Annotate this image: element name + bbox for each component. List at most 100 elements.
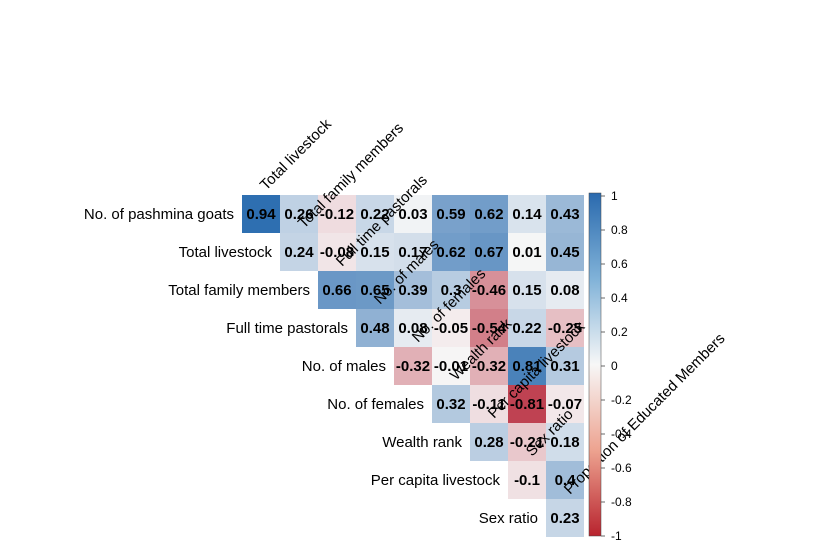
- column-label: Proportion of Educated Members: [561, 330, 729, 498]
- heatmap-cell: [432, 271, 470, 309]
- heatmap-cell: [470, 423, 508, 461]
- colorbar-tick-label: 0.4: [611, 291, 628, 305]
- heatmap-cell: [394, 233, 432, 271]
- cell-value-label: -0.21: [510, 434, 544, 451]
- colorbar-tick-label: -0.8: [611, 495, 632, 509]
- colorbar-tick-label: 1: [611, 189, 618, 203]
- row-label: No. of males: [302, 358, 386, 375]
- heatmap-cell: [394, 347, 432, 385]
- colorbar-tick-label: -0.4: [611, 427, 632, 441]
- heatmap-cell: [470, 347, 508, 385]
- heatmap-cell: [470, 233, 508, 271]
- cell-value-label: -0.05: [434, 320, 468, 337]
- cell-value-label: 0.66: [322, 282, 351, 299]
- heatmap-cell: [242, 195, 280, 233]
- row-label: Full time pastorals: [226, 320, 348, 337]
- heatmap-cell: [394, 195, 432, 233]
- cell-value-label: 0.24: [284, 244, 314, 261]
- cell-value-label: -0.08: [320, 244, 354, 261]
- heatmap-cell: [432, 195, 470, 233]
- heatmap-cell: [546, 309, 584, 347]
- cell-value-label: 0.32: [436, 396, 465, 413]
- cell-value-label: 0.28: [474, 434, 503, 451]
- cell-value-label: 0.17: [398, 244, 427, 261]
- cell-value-label: 0.65: [360, 282, 389, 299]
- cell-value-label: -0.32: [472, 358, 506, 375]
- heatmap-cell: [280, 233, 318, 271]
- cell-value-label: 0.67: [474, 244, 503, 261]
- heatmap-cell: [356, 271, 394, 309]
- cell-value-label: 0.08: [398, 320, 427, 337]
- heatmap-cell: [432, 309, 470, 347]
- colorbar: 1 0.8 0.6 0.4 0.2 0 -0.2 -0.4 -0.6 -0.8 -1: [588, 189, 632, 543]
- cell-value-label: 0.3: [441, 282, 462, 299]
- heatmap-cell: [508, 309, 546, 347]
- row-label: Total livestock: [179, 244, 273, 261]
- colorbar-tick-label: 0.2: [611, 325, 628, 339]
- cell-value-label: 0.15: [360, 244, 389, 261]
- cell-value-label: 0.39: [398, 282, 427, 299]
- heatmap-cell: [508, 233, 546, 271]
- heatmap-cell: [318, 271, 356, 309]
- heatmap-cell: [432, 385, 470, 423]
- colorbar-tick-label: -0.6: [611, 461, 632, 475]
- heatmap-cell: [546, 423, 584, 461]
- cell-value-label: 0.15: [512, 282, 541, 299]
- row-label: No. of females: [327, 396, 424, 413]
- heatmap-cells: 0.94 0.26 -0.12 0.22 0.03 0.59 0.62 0.14 0.43 0.2…: [242, 195, 584, 537]
- cell-value-label: 0.08: [550, 282, 579, 299]
- cell-value-label: -0.07: [548, 396, 582, 413]
- colorbar-tick-label: 0.8: [611, 223, 628, 237]
- cell-value-label: 0.23: [550, 510, 579, 527]
- colorbar-tick-label: -0.2: [611, 393, 632, 407]
- cell-value-label: 0.59: [436, 206, 465, 223]
- heatmap-cell: [470, 195, 508, 233]
- cell-value-label: 0.01: [512, 244, 541, 261]
- heatmap-cell: [508, 347, 546, 385]
- cell-value-label: -0.1: [514, 472, 540, 489]
- cell-value-label: 0.18: [550, 434, 579, 451]
- heatmap-cell: [546, 499, 584, 537]
- cell-value-label: 0.43: [550, 206, 579, 223]
- cell-value-label: 0.14: [512, 206, 542, 223]
- heatmap-cell: [546, 195, 584, 233]
- heatmap-cell: [508, 461, 546, 499]
- heatmap-cell: [432, 347, 470, 385]
- heatmap-cell: [508, 423, 546, 461]
- heatmap-cell: [470, 271, 508, 309]
- cell-value-label: -0.11: [472, 396, 505, 413]
- heatmap-cell: [356, 233, 394, 271]
- colorbar-tick-label: 0: [611, 359, 618, 373]
- row-label: No. of pashmina goats: [84, 206, 234, 223]
- cell-value-label: 0.81: [512, 358, 541, 375]
- cell-value-label: 0.45: [550, 244, 579, 261]
- heatmap-cell: [470, 385, 508, 423]
- heatmap-cell: [432, 233, 470, 271]
- heatmap-cell: [470, 309, 508, 347]
- heatmap-cell: [546, 347, 584, 385]
- heatmap-cell: [508, 385, 546, 423]
- heatmap-cell: [318, 233, 356, 271]
- heatmap-cell: [280, 195, 318, 233]
- cell-value-label: -0.01: [434, 358, 468, 375]
- row-label: Total family members: [168, 282, 310, 299]
- heatmap-cell: [318, 195, 356, 233]
- cell-value-label: -0.12: [320, 206, 354, 223]
- cell-value-label: 0.26: [284, 206, 313, 223]
- cell-value-label: 0.03: [398, 206, 427, 223]
- column-label: Total livestock: [257, 115, 335, 193]
- cell-value-label: 0.94: [246, 206, 276, 223]
- cell-value-label: 0.62: [474, 206, 503, 223]
- row-labels: No. of pashmina goats Total livestock Tota…: [84, 206, 538, 527]
- colorbar-gradient: [588, 192, 602, 537]
- row-label: Per capita livestock: [371, 472, 501, 489]
- heatmap-cell: [394, 309, 432, 347]
- cell-value-label: 0.22: [360, 206, 389, 223]
- cell-value-label: 0.31: [550, 358, 579, 375]
- heatmap-cell: [546, 271, 584, 309]
- cell-value-label: 0.22: [512, 320, 541, 337]
- cell-value-label: -0.54: [472, 320, 507, 337]
- heatmap-cell: [356, 195, 394, 233]
- heatmap-cell: [356, 309, 394, 347]
